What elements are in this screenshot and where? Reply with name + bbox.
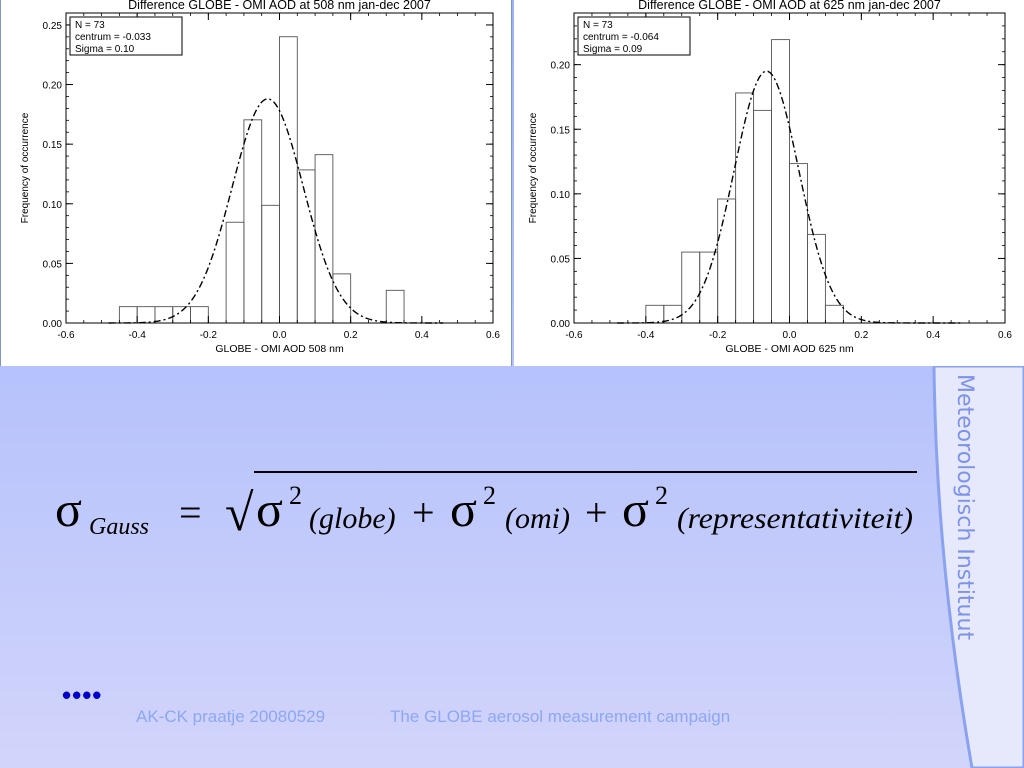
x-tick-label: 0.2	[854, 330, 868, 341]
y-tick-label: 0.10	[551, 190, 571, 201]
gaussian-fit-curve	[108, 98, 444, 324]
y-tick-label: 0.25	[43, 21, 63, 32]
histogram-bar	[172, 306, 191, 324]
histogram-bar	[332, 273, 352, 324]
institute-name: Meteorologisch Instituut	[952, 374, 977, 640]
histogram-bar	[243, 119, 263, 324]
formula-plus-2: +	[585, 490, 608, 535]
chart-title: Difference GLOBE - OMI AOD at 508 nm jan…	[128, 0, 431, 12]
x-tick-label: -0.2	[200, 330, 218, 341]
stats-line: Sigma = 0.09	[583, 44, 643, 55]
histogram-bar	[717, 198, 737, 324]
histogram-bar	[753, 109, 772, 324]
y-tick-label: 0.15	[43, 140, 63, 151]
x-tick-label: 0.6	[486, 330, 500, 341]
stats-line: centrum = -0.033	[75, 32, 151, 43]
formula-gauss-subscript: Gauss	[89, 514, 149, 540]
formula-square-representativiteit: 2	[655, 481, 668, 510]
histogram-bar	[645, 304, 665, 324]
histogram-bar	[789, 163, 808, 324]
x-tick-label: 0.0	[783, 330, 797, 341]
formula-square-globe: 2	[289, 481, 302, 510]
histogram-panel-508nm: Difference GLOBE - OMI AOD at 508 nm jan…	[0, 0, 512, 366]
footer-campaign-title: The GLOBE aerosol measurement campaign	[390, 707, 731, 726]
stats-line: Sigma = 0.10	[75, 44, 135, 55]
stats-line: centrum = -0.064	[583, 32, 659, 43]
histogram-bar	[385, 289, 405, 324]
x-tick-label: 0.2	[344, 330, 358, 341]
histogram-bar	[296, 169, 316, 324]
histogram-bar	[314, 154, 334, 324]
histogram-bar	[681, 251, 701, 324]
stats-box	[577, 16, 691, 56]
sidebar-band	[932, 364, 1024, 768]
x-tick-label: -0.4	[129, 330, 147, 341]
histogram-chart-625nm: Difference GLOBE - OMI AOD at 625 nm jan…	[528, 0, 1012, 355]
formula-sqrt-sign: √	[225, 485, 254, 542]
formula-sigma-representativiteit: σ	[622, 481, 649, 537]
x-tick-label: -0.6	[565, 330, 583, 341]
histogram-bar	[771, 39, 790, 324]
y-tick-label: 0.20	[43, 81, 63, 92]
x-tick-label: -0.4	[637, 330, 655, 341]
footer-event-label: AK-CK praatje 20080529	[136, 707, 326, 726]
histogram-panel-625nm: Difference GLOBE - OMI AOD at 625 nm jan…	[514, 0, 1024, 366]
stats-line: N = 73	[583, 20, 613, 31]
footer-bullet-dots: ••••	[62, 680, 103, 710]
chart-title: Difference GLOBE - OMI AOD at 625 nm jan…	[638, 0, 941, 12]
formula-sigma: σ	[55, 481, 82, 537]
y-tick-label: 0.05	[43, 259, 63, 270]
x-tick-label: 0.6	[998, 330, 1012, 341]
y-tick-label: 0.10	[43, 200, 63, 211]
x-tick-label: 0.4	[926, 330, 940, 341]
y-axis-label: Frequency of occurrence	[20, 112, 31, 223]
x-tick-label: 0.4	[415, 330, 429, 341]
x-tick-label: -0.2	[709, 330, 727, 341]
x-axis-label: GLOBE - OMI AOD 625 nm	[725, 343, 854, 355]
formula-term-globe: (globe)	[309, 502, 396, 535]
formula-equals: =	[179, 490, 202, 535]
y-tick-label: 0.00	[551, 319, 571, 330]
stats-box	[69, 16, 183, 56]
histogram-bar	[118, 306, 138, 324]
x-axis-label: GLOBE - OMI AOD 508 nm	[215, 343, 344, 355]
histogram-bar	[279, 36, 298, 324]
formula-plus-1: +	[412, 490, 435, 535]
histogram-bar	[190, 306, 209, 324]
histogram-bar	[824, 304, 844, 324]
histogram-bar	[735, 92, 755, 324]
y-tick-label: 0.05	[551, 254, 571, 265]
y-tick-label: 0.00	[43, 319, 63, 330]
x-tick-label: -0.6	[57, 330, 75, 341]
formula-sigma-omi: σ	[450, 481, 477, 537]
formula-sigma-globe: σ	[256, 481, 283, 537]
formula-term-omi: (omi)	[505, 502, 570, 535]
formula-term-representativiteit: (representativiteit)	[677, 502, 913, 535]
formula-square-omi: 2	[483, 481, 496, 510]
histogram-bar	[261, 204, 280, 324]
histogram-chart-508nm: Difference GLOBE - OMI AOD at 508 nm jan…	[20, 0, 500, 355]
histogram-bar	[225, 221, 245, 324]
sigma-gauss-formula: σ Gauss = √ σ 2 (globe) + σ 2 (omi) + σ …	[55, 471, 917, 542]
histogram-bar	[136, 306, 156, 324]
y-tick-label: 0.15	[551, 125, 571, 136]
x-tick-label: 0.0	[273, 330, 287, 341]
y-axis-label: Frequency of occurrence	[528, 112, 539, 223]
y-tick-label: 0.20	[551, 61, 571, 72]
stats-line: N = 73	[75, 20, 105, 31]
institute-sidebar-label: Meteorologisch Instituut	[952, 374, 977, 640]
